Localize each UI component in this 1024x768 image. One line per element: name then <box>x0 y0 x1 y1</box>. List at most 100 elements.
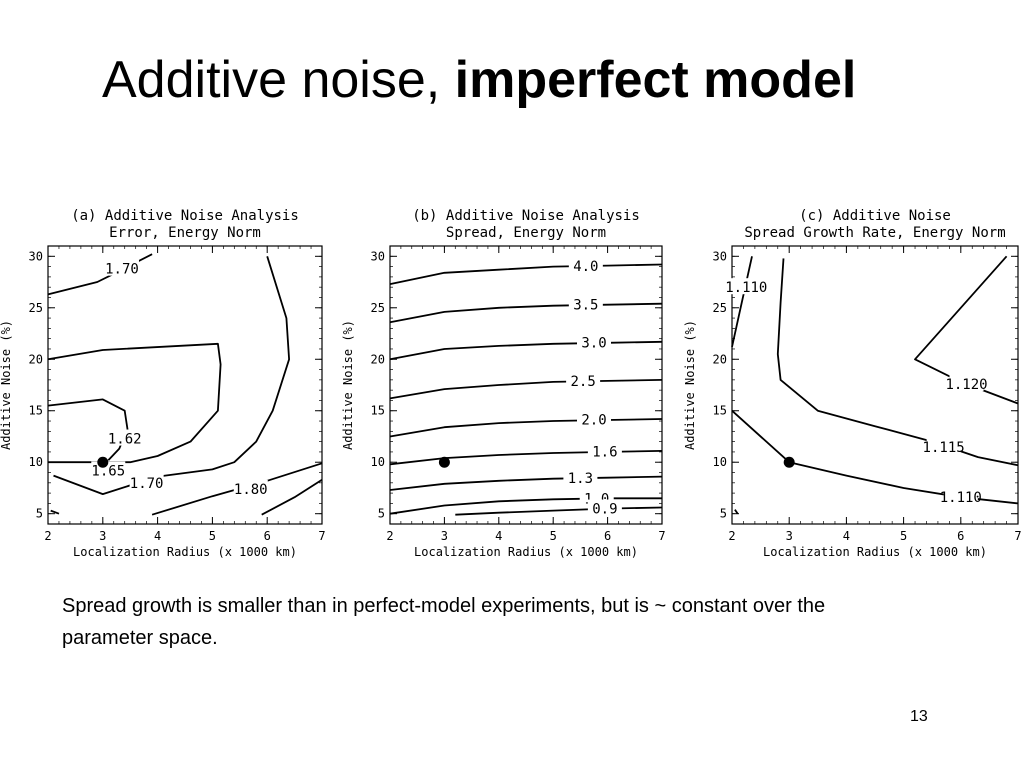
contour-line-7 <box>389 475 663 491</box>
contour-label: 0.9 <box>592 502 617 518</box>
x-tick-label: 3 <box>786 529 793 543</box>
x-tick-label: 7 <box>1014 529 1021 543</box>
contour-label: 3.5 <box>573 298 598 314</box>
slide-title: Additive noise, imperfect model <box>102 51 857 109</box>
x-tick-label: 7 <box>318 529 325 543</box>
contour-label: 1.115 <box>923 440 965 456</box>
x-tick-label: 5 <box>550 529 557 543</box>
contour-line-5 <box>389 418 663 438</box>
contour-label: 1.110 <box>725 280 767 296</box>
chart-title: (b) Additive Noise Analysis <box>412 208 640 224</box>
x-tick-label: 5 <box>900 529 907 543</box>
slide-title-bold: imperfect model <box>454 51 857 109</box>
chart-subtitle: Spread Growth Rate, Energy Norm <box>744 225 1005 241</box>
contour-line-3 <box>389 340 663 361</box>
plot-frame <box>731 245 1019 525</box>
y-tick-label: 30 <box>29 249 43 263</box>
x-tick-label: 4 <box>843 529 850 543</box>
contour-label: 1.65 <box>91 463 125 479</box>
y-axis-label: Additive Noise (%) <box>341 320 355 450</box>
contour-line-6 <box>261 478 323 516</box>
contour-label-bg <box>568 257 603 274</box>
chart-title: (a) Additive Noise Analysis <box>71 208 299 224</box>
x-axis-label: Localization Radius (x 1000 km) <box>73 545 297 559</box>
contour-line-4 <box>53 256 290 495</box>
contour-label-bg <box>577 410 611 427</box>
x-tick-label: 7 <box>658 529 665 543</box>
x-tick-label: 6 <box>957 529 964 543</box>
marker-point <box>783 456 795 468</box>
contour-label-bg <box>107 429 142 446</box>
chart-subtitle: Spread, Energy Norm <box>446 225 606 241</box>
contour-line-7 <box>50 509 60 515</box>
contour-label: 2.0 <box>581 412 606 428</box>
contour-label-bg <box>566 371 601 388</box>
marker-point <box>97 456 109 468</box>
y-tick-label: 25 <box>713 301 727 315</box>
y-tick-label: 25 <box>371 301 385 315</box>
contour-line-9 <box>455 506 663 516</box>
contour-label-bg <box>233 479 268 496</box>
slide-title-regular: Additive noise, <box>102 51 455 109</box>
contour-label: 1.110 <box>940 490 982 506</box>
chart-subtitle: Error, Energy Norm <box>109 225 261 241</box>
contour-line-1 <box>389 263 663 285</box>
contour-label-bg <box>568 295 603 312</box>
contour-line-3 <box>914 255 1019 405</box>
x-tick-label: 3 <box>99 529 106 543</box>
marker-point <box>438 456 450 468</box>
contour-line-3 <box>47 342 222 464</box>
y-axis-label: Additive Noise (%) <box>0 320 13 450</box>
contour-line-5 <box>734 509 739 515</box>
contour-label-bg <box>587 442 622 459</box>
contour-label-bg <box>563 469 598 486</box>
contour-label: 1.6 <box>592 444 617 460</box>
contour-label: 1.3 <box>568 471 593 487</box>
contour-label-bg <box>577 333 611 350</box>
x-tick-label: 2 <box>44 529 51 543</box>
contour-label-bg <box>104 259 139 276</box>
plot-frame <box>47 245 323 525</box>
x-tick-label: 6 <box>264 529 271 543</box>
y-tick-label: 30 <box>713 249 727 263</box>
contour-line-2 <box>776 258 1019 467</box>
x-tick-label: 6 <box>604 529 611 543</box>
contour-label-bg <box>949 374 984 391</box>
contour-label: 1.70 <box>105 262 139 278</box>
y-tick-label: 25 <box>29 301 43 315</box>
y-axis-label: Additive Noise (%) <box>683 320 697 450</box>
contour-line-2 <box>389 302 663 324</box>
y-tick-label: 10 <box>29 455 43 469</box>
y-tick-label: 5 <box>720 507 727 521</box>
contour-label: 2.5 <box>570 374 595 390</box>
x-tick-label: 3 <box>441 529 448 543</box>
contour-label: 1.70 <box>130 476 164 492</box>
contour-label: 3.0 <box>581 335 606 351</box>
x-tick-label: 4 <box>495 529 502 543</box>
y-tick-label: 15 <box>713 404 727 418</box>
contour-label-bg <box>129 473 164 490</box>
y-tick-label: 15 <box>29 404 43 418</box>
y-tick-label: 10 <box>713 455 727 469</box>
contour-label-bg <box>729 278 764 295</box>
y-tick-label: 30 <box>371 249 385 263</box>
contour-label: 4.0 <box>573 259 598 275</box>
y-tick-label: 10 <box>371 455 385 469</box>
contour-label: 1.62 <box>108 432 142 448</box>
contour-label-bg <box>926 437 961 454</box>
chart-title: (c) Additive Noise <box>799 208 951 224</box>
x-tick-label: 2 <box>728 529 735 543</box>
y-tick-label: 5 <box>36 507 43 521</box>
slide-caption: Spread growth is smaller than in perfect… <box>62 595 826 649</box>
page-number: 13 <box>910 708 928 725</box>
x-tick-label: 5 <box>209 529 216 543</box>
y-tick-label: 15 <box>371 404 385 418</box>
contour-line-8 <box>389 497 662 515</box>
x-tick-label: 2 <box>386 529 393 543</box>
contour-label: 1.80 <box>234 482 268 498</box>
contour-label: 1.120 <box>945 377 987 393</box>
